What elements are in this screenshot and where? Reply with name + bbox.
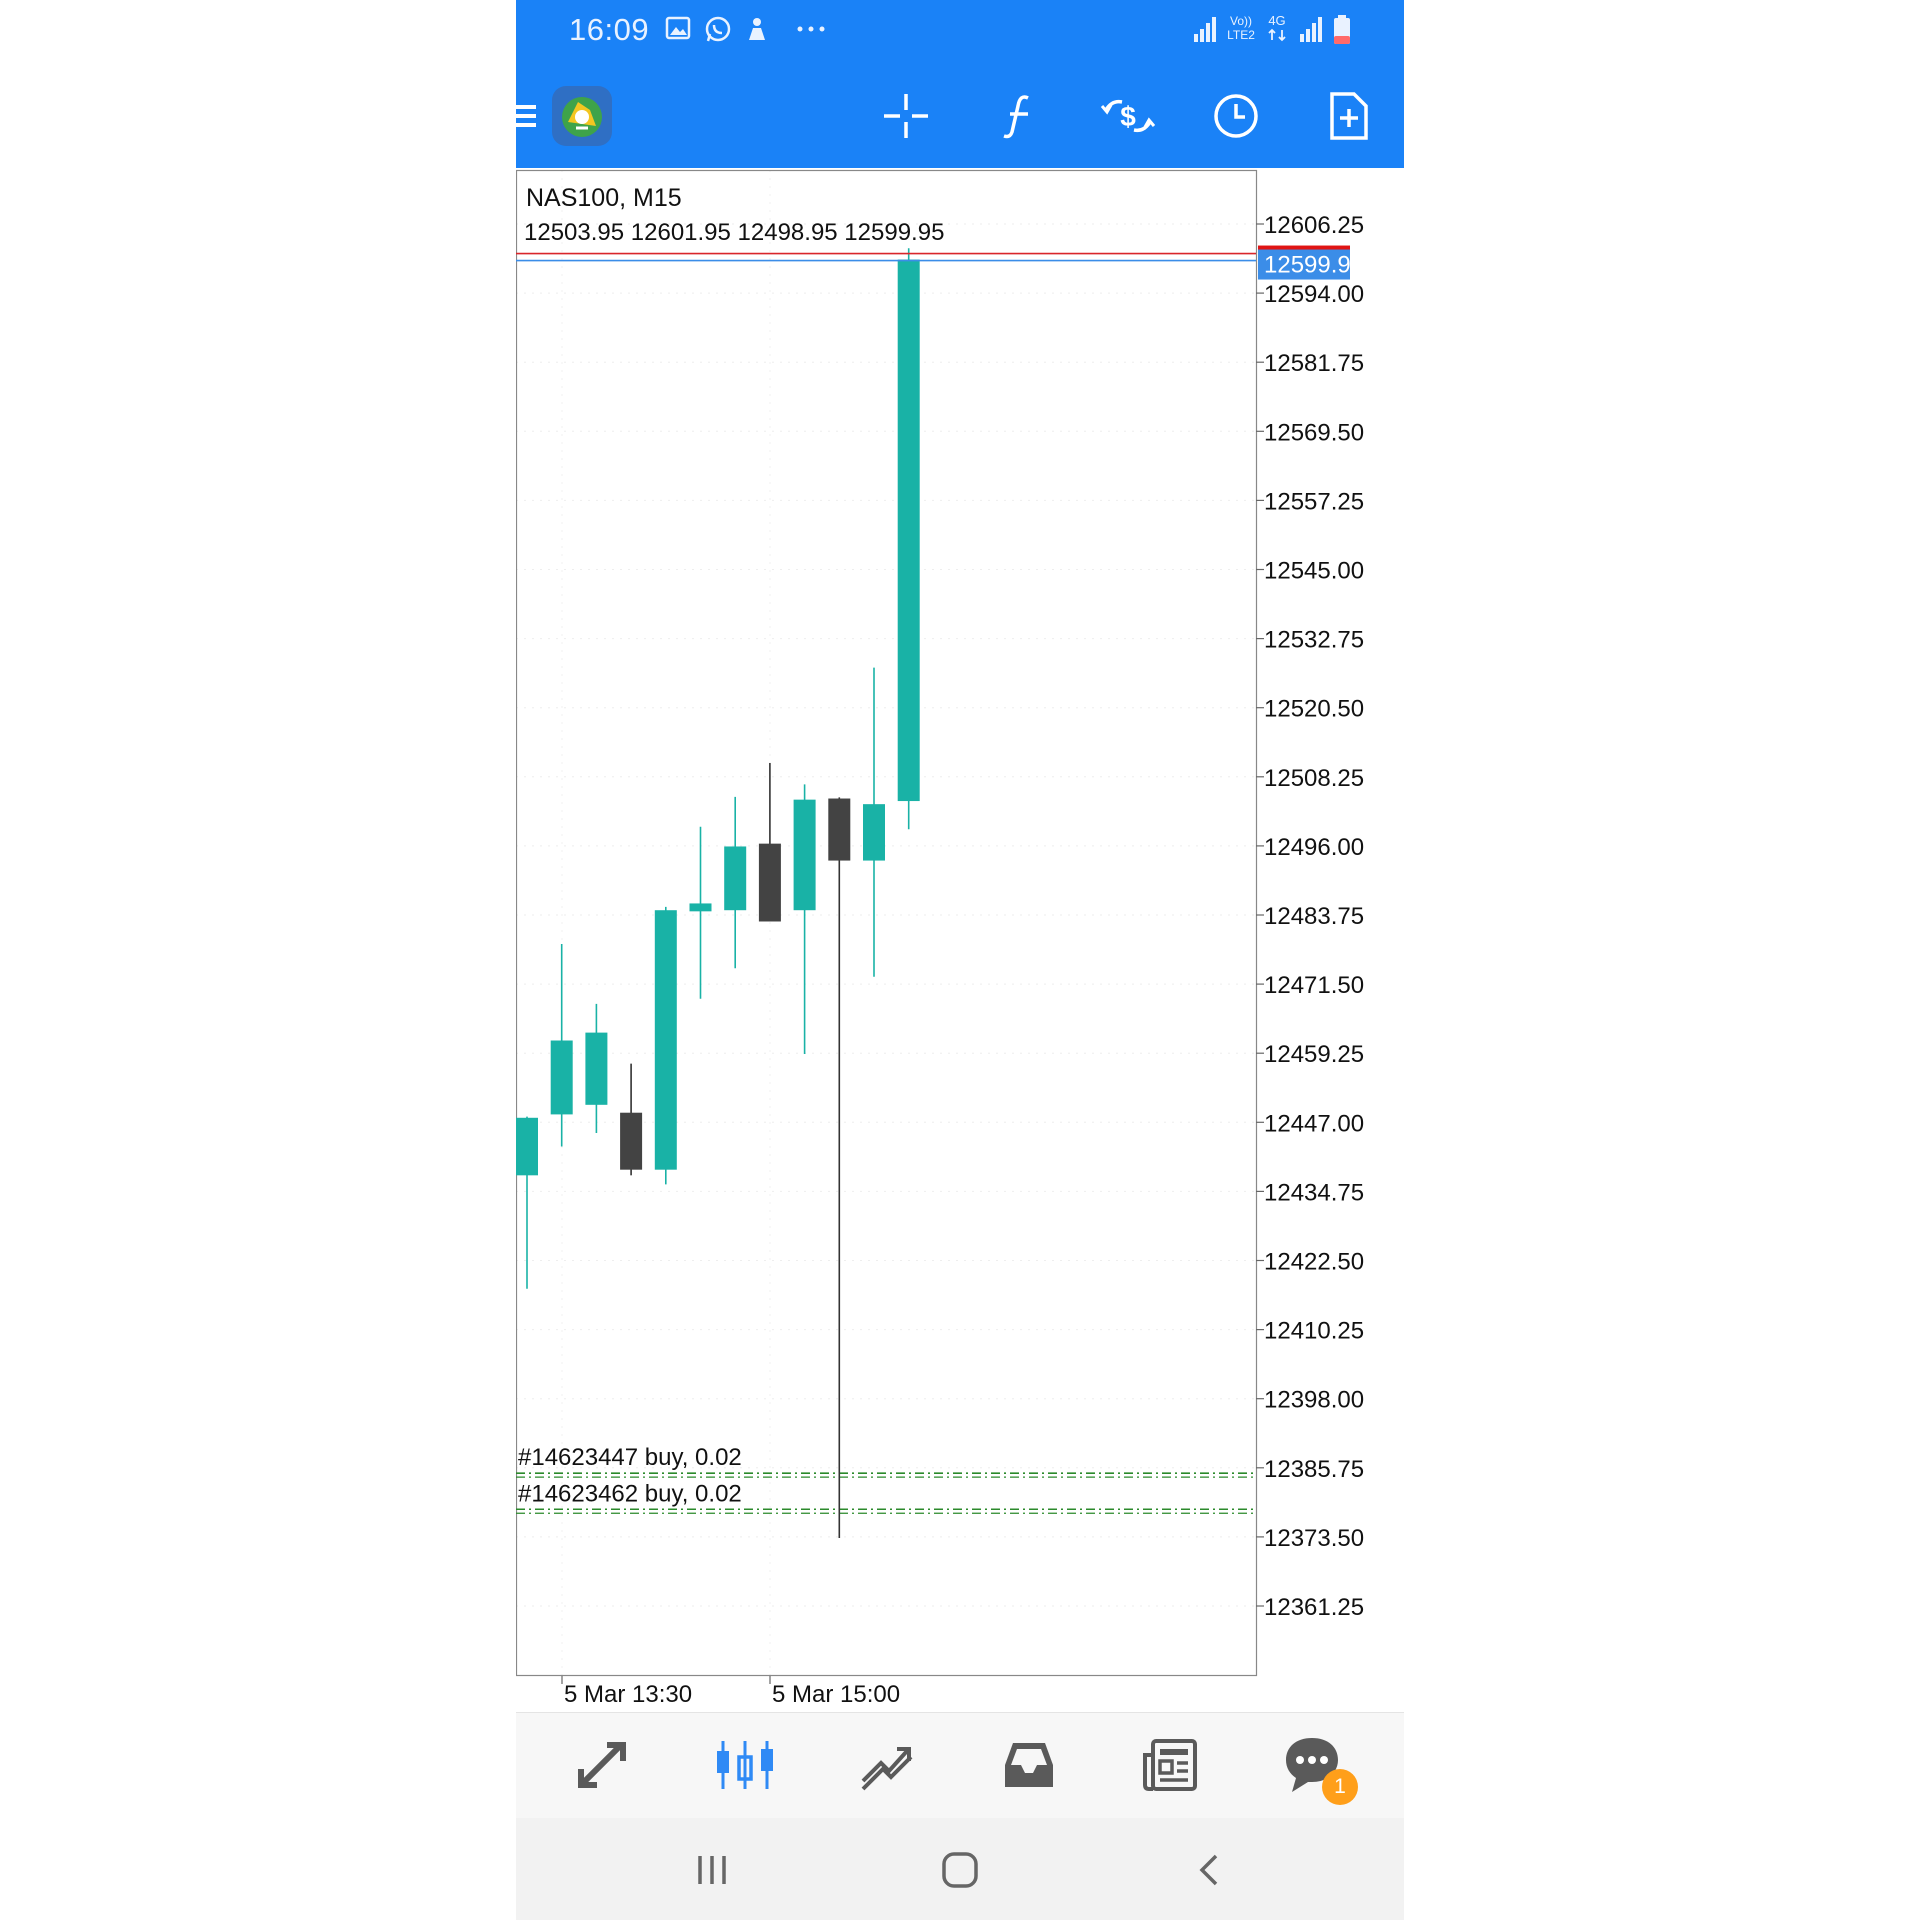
current-price-box	[1258, 249, 1350, 280]
price-tick-label: 12410.25	[1264, 1318, 1364, 1345]
candle	[828, 797, 851, 1539]
price-tick-label: 12606.25	[1264, 212, 1364, 239]
notification-icon	[742, 14, 778, 50]
candle-body	[828, 798, 851, 861]
price-tick-label: 12594.00	[1264, 281, 1364, 308]
chart-canvas[interactable]: #14623447 buy, 0.02 #14623462 buy, 0.02 1…	[516, 168, 1404, 1708]
price-tick-label: 12581.75	[1264, 350, 1364, 377]
price-tick-label: 12520.50	[1264, 696, 1364, 723]
signal-icon	[1192, 14, 1220, 50]
candle	[585, 1003, 608, 1134]
price-tick-label: 12508.25	[1264, 765, 1364, 792]
chart-icon[interactable]	[700, 1723, 790, 1807]
status-time: 16:09	[569, 12, 650, 47]
price-tick-label: 12459.25	[1264, 1041, 1364, 1068]
price-tick-label: 12483.75	[1264, 903, 1364, 930]
price-tick-label: 12532.75	[1264, 627, 1364, 654]
data-4g-icon: 4G	[1264, 14, 1290, 45]
candle-body	[516, 1117, 538, 1176]
current-price-label: 12599.95	[1264, 252, 1364, 279]
menu-icon[interactable]	[516, 84, 544, 148]
price-tick-label: 12361.25	[1264, 1594, 1364, 1621]
candle-body	[689, 903, 712, 912]
price-tick-label: 12545.00	[1264, 558, 1364, 585]
time-axis: 5 Mar 13:30 5 Mar 15:00	[561, 1676, 900, 1708]
ohlc-label: 12503.95 12601.95 12498.95 12599.95	[524, 219, 944, 246]
crosshair-icon[interactable]	[874, 84, 938, 148]
price-tick-label: 12447.00	[1264, 1110, 1364, 1137]
candle	[550, 944, 573, 1147]
candle-body	[654, 910, 677, 1170]
quotes-icon[interactable]	[558, 1723, 648, 1807]
time-tick-label: 5 Mar 15:00	[772, 1681, 900, 1708]
price-lines: 12599.95	[516, 245, 1364, 280]
candle-body	[793, 799, 816, 911]
candle-body	[550, 1040, 573, 1115]
recent-apps-icon[interactable]	[672, 1840, 752, 1900]
battery-icon	[1332, 14, 1352, 50]
candle	[724, 796, 747, 969]
candle	[620, 1063, 643, 1176]
price-tick-label: 12569.50	[1264, 419, 1364, 446]
price-tick-label: 12471.50	[1264, 972, 1364, 999]
svg-text:$: $	[1120, 101, 1136, 132]
candle	[689, 826, 712, 999]
plot-frame	[516, 169, 1258, 1677]
candle-body	[724, 846, 747, 911]
indicators-icon[interactable]	[986, 84, 1050, 148]
price-tick-label: 12422.50	[1264, 1249, 1364, 1276]
price-tick-label: 12385.75	[1264, 1456, 1364, 1483]
candle-body	[620, 1112, 643, 1170]
candle	[897, 248, 920, 830]
home-icon[interactable]	[920, 1840, 1000, 1900]
chat-badge: 1	[1322, 1769, 1358, 1805]
gallery-icon	[664, 14, 700, 50]
bottom-navigation: 1	[516, 1712, 1404, 1819]
order-label: #14623462 buy, 0.02	[518, 1480, 742, 1507]
data-4g-label: 4G	[1268, 13, 1286, 28]
back-icon[interactable]	[1170, 1840, 1250, 1900]
news-icon[interactable]	[1126, 1723, 1216, 1807]
candle	[516, 1116, 538, 1289]
grid-layer	[516, 170, 1256, 1676]
trade-icon[interactable]	[842, 1723, 932, 1807]
chat-icon[interactable]: 1	[1270, 1723, 1360, 1807]
candle	[758, 762, 781, 922]
volte-lte2-icon: Vo)) LTE2	[1227, 14, 1255, 42]
candle-body	[585, 1032, 608, 1105]
whatsapp-icon	[702, 14, 738, 50]
order-label: #14623447 buy, 0.02	[518, 1444, 742, 1471]
order-lines: #14623447 buy, 0.02 #14623462 buy, 0.02	[516, 1444, 1256, 1514]
new-order-icon[interactable]	[1316, 84, 1380, 148]
system-navigation	[516, 1818, 1404, 1920]
price-chart[interactable]: #14623447 buy, 0.02 #14623462 buy, 0.02 1…	[516, 168, 1404, 1708]
price-axis: 12606.25 12594.00 12581.75 12569.50 12557.25…	[1256, 212, 1364, 1621]
price-tick-label: 12373.50	[1264, 1525, 1364, 1552]
price-tick-label: 12398.00	[1264, 1387, 1364, 1414]
app-logo-icon[interactable]	[550, 84, 614, 148]
candle-body	[758, 843, 781, 922]
phone-screen: 16:09 Vo)) LTE2 4G	[516, 0, 1404, 1920]
candle-body	[897, 259, 920, 802]
price-tick-label: 12557.25	[1264, 488, 1364, 515]
candle	[793, 784, 816, 1055]
candle-body	[863, 804, 885, 861]
symbol-change-icon[interactable]: $	[1096, 84, 1160, 148]
time-tick-label: 5 Mar 13:30	[564, 1681, 692, 1708]
status-bar: 16:09 Vo)) LTE2 4G	[516, 0, 1404, 64]
bid-price-marker	[1258, 245, 1350, 252]
more-dots-icon	[794, 14, 830, 50]
candle	[863, 667, 885, 977]
candles	[516, 248, 920, 1539]
timeframe-icon[interactable]	[1204, 84, 1268, 148]
candle	[654, 906, 677, 1185]
chart-toolbar: $	[516, 64, 1404, 168]
price-tick-label: 12496.00	[1264, 834, 1364, 861]
price-tick-label: 12434.75	[1264, 1179, 1364, 1206]
history-icon[interactable]	[984, 1723, 1074, 1807]
signal-icon-2	[1298, 14, 1326, 50]
symbol-label: NAS100, M15	[526, 184, 682, 212]
